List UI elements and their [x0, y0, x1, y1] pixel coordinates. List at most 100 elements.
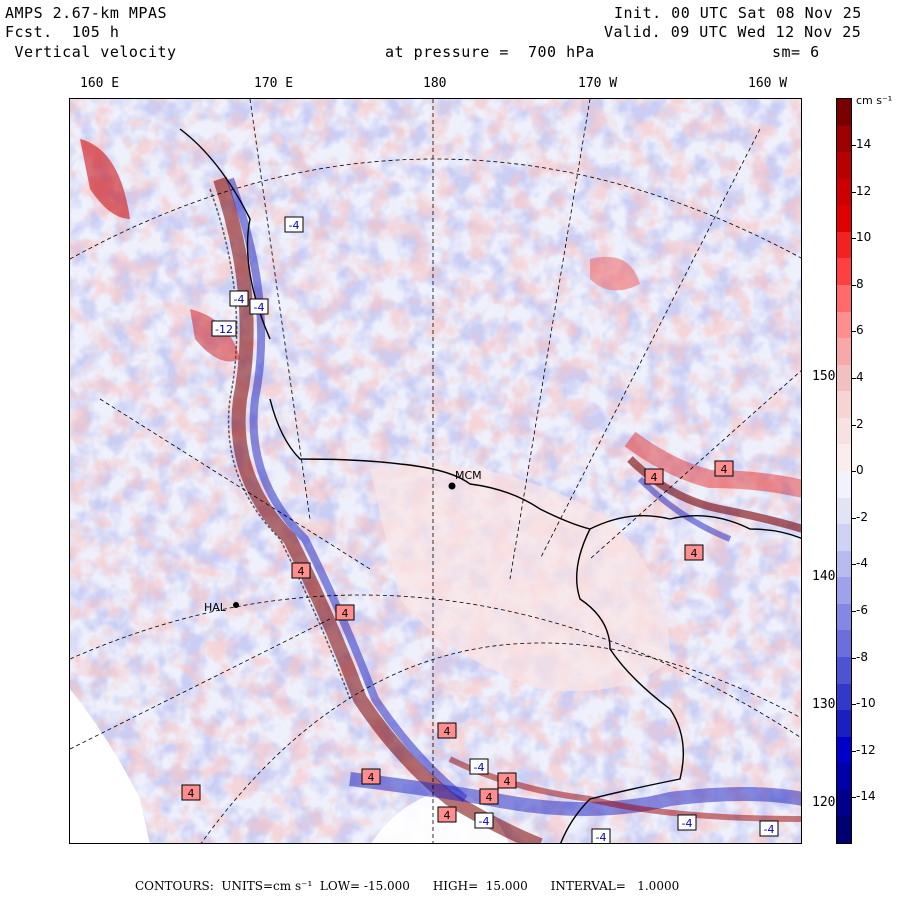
- high-marker: 4: [684, 544, 704, 561]
- colorbar-tick-label: 2: [856, 416, 864, 431]
- colorbar-tick-label: 8: [856, 276, 864, 291]
- svg-text:-4: -4: [682, 817, 693, 830]
- colorbar-segment: [837, 417, 851, 445]
- svg-text:4: 4: [486, 791, 493, 804]
- colorbar-segment: [837, 311, 851, 339]
- colorbar-tick-label: -12: [856, 742, 876, 757]
- graticule: [70, 99, 801, 843]
- low-marker: -4: [677, 814, 697, 831]
- high-marker: 4: [181, 784, 201, 801]
- colorbar-tick-label: 4: [856, 370, 864, 384]
- colorbar-tick-label: -8: [856, 649, 868, 664]
- colorbar: [836, 98, 852, 844]
- low-marker: -4: [249, 298, 269, 315]
- colorbar-segment: [837, 763, 851, 791]
- colorbar-tick-mark: [852, 471, 856, 473]
- colorbar-segment: [837, 258, 851, 286]
- high-marker: 4: [437, 722, 457, 739]
- svg-text:-4: -4: [234, 293, 245, 306]
- colorbar-segment: [837, 710, 851, 738]
- colorbar-tick-label: -6: [856, 603, 868, 617]
- colorbar-segment: [837, 497, 851, 525]
- svg-text:-4: -4: [254, 301, 265, 314]
- colorbar-segment: [837, 471, 851, 499]
- colorbar-tick-mark: [852, 284, 856, 286]
- low-marker: -12: [211, 320, 237, 337]
- low-marker: -4: [469, 758, 489, 775]
- colorbar-segment: [837, 683, 851, 711]
- svg-text:-12: -12: [215, 323, 233, 336]
- ocean-updraft: [590, 256, 640, 291]
- init-time: Init. 00 UTC Sat 08 Nov 25: [614, 4, 862, 22]
- mcm-station-label: MCM: [455, 469, 482, 482]
- high-marker: 4: [497, 772, 517, 789]
- contour-info: CONTOURS: UNITS=cm s⁻¹ LOW= -15.000 HIGH…: [135, 879, 680, 893]
- colorbar-tick-mark: [852, 191, 856, 193]
- mcm-station-dot: [448, 482, 456, 490]
- colorbar-segment: [837, 789, 851, 817]
- svg-text:4: 4: [444, 809, 451, 822]
- high-marker: 4: [479, 788, 499, 805]
- colorbar-tick-mark: [852, 657, 856, 659]
- low-marker: -4: [474, 812, 494, 829]
- colorbar-tick-mark: [852, 331, 856, 333]
- svg-text:4: 4: [298, 565, 305, 578]
- colorbar-segment: [837, 205, 851, 233]
- colorbar-tick-mark: [852, 145, 856, 146]
- low-marker: -4: [759, 820, 779, 837]
- colorbar-tick-mark: [852, 750, 856, 752]
- high-marker: 4: [437, 806, 457, 823]
- colorbar-tick-label: 14: [856, 137, 872, 151]
- low-marker: -4: [284, 216, 304, 233]
- ross-ice-shelf-field: [370, 464, 670, 691]
- lon-label-170w: 170 W: [578, 76, 618, 91]
- svg-text:-4: -4: [764, 823, 775, 836]
- svg-text:-4: -4: [596, 831, 607, 844]
- svg-text:4: 4: [691, 547, 698, 560]
- vertical-velocity-map: MCM HAL -4 -4 -12 4 4 4 4 4 4 4 4 -4 4 4 -4 -4 -4 -4 4 -4: [69, 98, 802, 844]
- smoothing-label: sm= 6: [772, 43, 820, 61]
- colorbar-tick-label: -4: [856, 556, 868, 571]
- colorbar-tick-mark: [852, 378, 856, 379]
- colorbar-segment: [837, 178, 851, 206]
- colorbar-tick-label: -14: [856, 789, 876, 804]
- svg-text:-4: -4: [289, 219, 300, 232]
- missing-data-west: [70, 689, 150, 843]
- colorbar-segment: [837, 550, 851, 578]
- svg-text:-4: -4: [474, 761, 485, 774]
- svg-text:4: 4: [651, 471, 658, 484]
- colorbar-segment: [837, 524, 851, 552]
- hal-station-dot: [233, 602, 239, 608]
- colorbar-segment: [837, 285, 851, 313]
- svg-text:-4: -4: [479, 815, 490, 828]
- colorbar-segment: [837, 444, 851, 472]
- colorbar-tick-label: 12: [856, 183, 872, 198]
- colorbar-tick-mark: [852, 564, 856, 566]
- colorbar-segment: [837, 99, 851, 127]
- low-marker: -4: [229, 290, 249, 307]
- svg-text:4: 4: [342, 607, 349, 620]
- valid-time: Valid. 09 UTC Wed 12 Nov 25: [604, 23, 862, 41]
- colorbar-tick-mark: [852, 611, 856, 612]
- colorbar-tick-mark: [852, 517, 856, 519]
- high-marker: 4: [335, 604, 355, 621]
- colorbar-segment: [837, 364, 851, 392]
- forecast-hour: Fcst. 105 h: [5, 23, 120, 41]
- colorbar-segment: [837, 231, 851, 259]
- high-marker: 4: [291, 562, 311, 579]
- pressure-level: at pressure = 700 hPa: [385, 43, 595, 61]
- colorbar-segment: [837, 338, 851, 366]
- colorbar-segment: [837, 577, 851, 605]
- lon-label-160w: 160 W: [748, 76, 788, 91]
- colorbar-tick-label: -2: [856, 509, 868, 524]
- svg-text:4: 4: [721, 463, 728, 476]
- colorbar-units: cm s⁻¹: [856, 94, 893, 107]
- lon-label-180: 180: [423, 76, 447, 91]
- high-marker: 4: [714, 460, 734, 477]
- svg-text:4: 4: [188, 787, 195, 800]
- lon-label-170e: 170 E: [254, 76, 294, 91]
- colorbar-tick-mark: [852, 238, 856, 240]
- colorbar-tick-label: -10: [856, 696, 876, 711]
- field-name: Vertical velocity: [5, 43, 177, 61]
